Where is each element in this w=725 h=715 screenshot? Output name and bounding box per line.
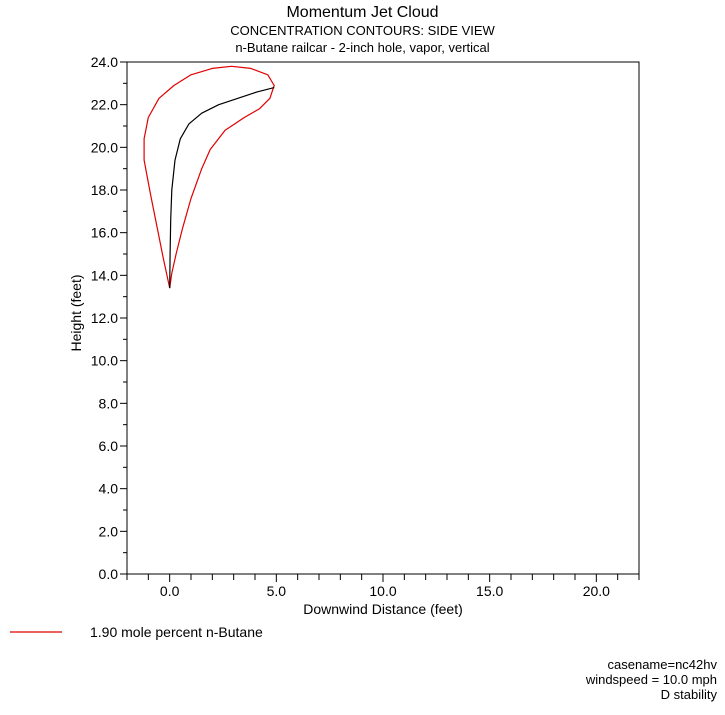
x-tick-label: 5.0: [267, 583, 287, 599]
casename-label: casename=nc42hv: [607, 657, 718, 672]
y-tick-label: 4.0: [99, 481, 119, 497]
x-tick-label: 10.0: [369, 583, 396, 599]
y-tick-label: 0.0: [99, 566, 119, 582]
y-tick-label: 12.0: [91, 310, 118, 326]
stability-label: D stability: [660, 687, 717, 702]
x-tick-label: 20.0: [583, 583, 610, 599]
windspeed-label: windspeed = 10.0 mph: [585, 672, 717, 687]
y-tick-label: 14.0: [91, 267, 118, 283]
x-axis-label: Downwind Distance (feet): [303, 601, 463, 617]
contour-line-1-90-percent: [143, 65, 275, 289]
plot-frame: [126, 61, 640, 575]
chart-subtitle: CONCENTRATION CONTOURS: SIDE VIEW: [230, 23, 495, 38]
y-axis-label: Height (feet): [68, 274, 84, 351]
y-tick-label: 22.0: [91, 97, 118, 113]
x-tick-label: 0.0: [160, 583, 180, 599]
legend-label: 1.90 mole percent n-Butane: [90, 624, 263, 640]
y-tick-label: 16.0: [91, 225, 118, 241]
chart-subtitle-2: n-Butane railcar - 2-inch hole, vapor, v…: [235, 40, 490, 55]
y-tick-label: 2.0: [99, 523, 119, 539]
jet-centerline: [169, 87, 275, 289]
y-tick-label: 18.0: [91, 182, 118, 198]
y-tick-label: 24.0: [91, 54, 118, 70]
chart-title: Momentum Jet Cloud: [286, 4, 439, 21]
y-tick-label: 6.0: [99, 438, 119, 454]
y-tick-label: 10.0: [91, 353, 118, 369]
x-tick-label: 15.0: [476, 583, 503, 599]
y-tick-label: 8.0: [99, 395, 119, 411]
y-tick-label: 20.0: [91, 139, 118, 155]
